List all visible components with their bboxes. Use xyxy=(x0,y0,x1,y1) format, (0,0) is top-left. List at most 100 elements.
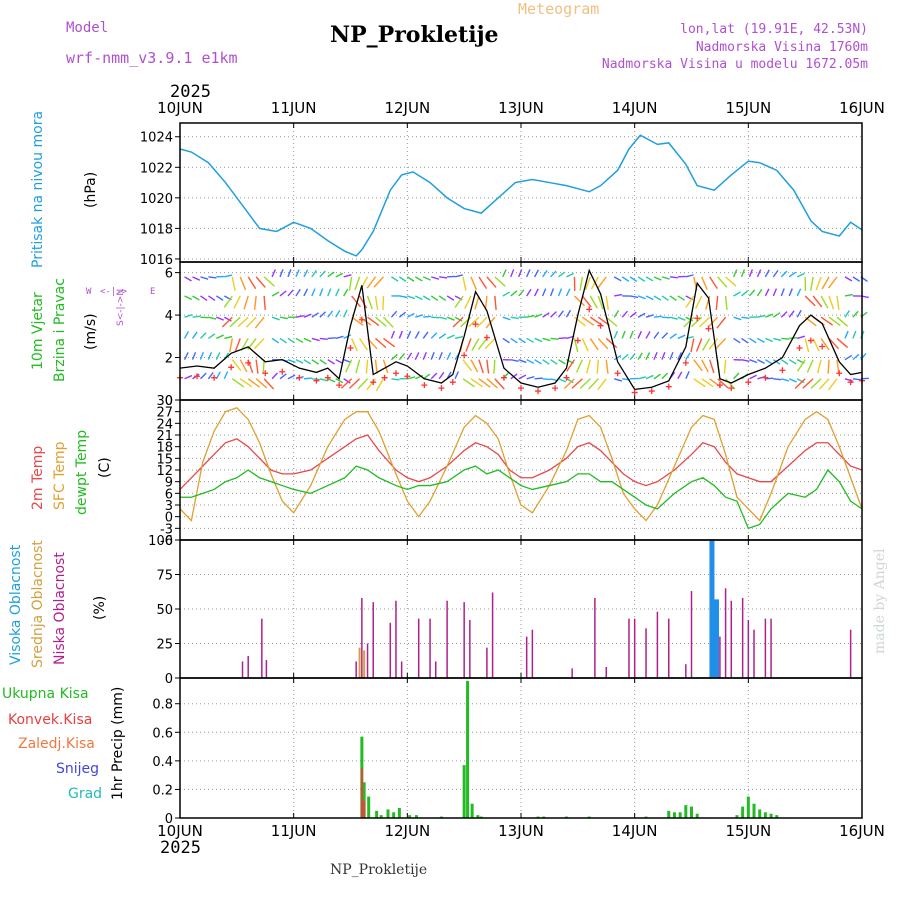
wind-vector xyxy=(192,276,201,281)
wind-vector xyxy=(263,276,275,287)
wind-vector xyxy=(749,374,757,380)
wind-vector xyxy=(354,276,361,291)
wind-vector xyxy=(836,295,840,310)
wind-vector xyxy=(327,378,336,383)
wind-vector xyxy=(772,288,778,297)
y-tick-label: 0.2 xyxy=(152,783,173,798)
wind-vector xyxy=(586,359,592,374)
wind-vector xyxy=(844,330,849,339)
wind-vector xyxy=(373,276,384,288)
wind-vector xyxy=(685,274,694,278)
model-name: wrf-nmm_v3.9.1 e1km xyxy=(66,49,238,67)
wind-vector xyxy=(810,378,822,389)
product-label: Meteogram xyxy=(518,0,600,18)
wind-vector xyxy=(542,269,548,278)
wind-vector xyxy=(723,359,727,374)
wind-vector xyxy=(502,316,511,321)
wind-vector xyxy=(462,378,475,388)
y-tick-label: 4 xyxy=(165,309,173,324)
wind-marker xyxy=(279,368,286,375)
wind-vector xyxy=(510,290,518,297)
wind-vector xyxy=(669,352,674,360)
wind-vector xyxy=(470,359,479,373)
wind-vector xyxy=(303,313,312,318)
wind-vector xyxy=(484,337,496,350)
x-tick-label-top: 11JUN xyxy=(271,99,317,117)
wind-vector xyxy=(693,359,703,372)
wind-vector xyxy=(836,316,849,327)
wind-vector xyxy=(335,309,341,318)
y-tick-label: 18 xyxy=(156,441,173,456)
wind-vector xyxy=(406,312,415,318)
wind-vector xyxy=(579,378,591,389)
wind-vector xyxy=(231,378,245,388)
wind-vector xyxy=(271,372,278,380)
wind-vector xyxy=(407,376,416,380)
y-tick-label: 1022 xyxy=(140,161,173,176)
wind-marker xyxy=(211,374,218,381)
wind-vector xyxy=(438,371,445,380)
wind-marker xyxy=(563,374,570,381)
wind-vector xyxy=(788,378,797,383)
wind-vector xyxy=(669,316,678,320)
wind-vector xyxy=(563,378,575,389)
wind-vector xyxy=(677,334,686,340)
precip-legend-graupel: Grad xyxy=(68,786,103,802)
wind-vector xyxy=(827,378,838,391)
wind-vector xyxy=(366,276,377,289)
wind-vector xyxy=(223,371,229,380)
wind-vector xyxy=(709,359,715,374)
wind-vector xyxy=(462,276,467,291)
wind-vector xyxy=(534,377,543,380)
wind-vector xyxy=(215,352,221,360)
wind-vector xyxy=(757,376,766,380)
precip-legend-total: Ukupna Kisa xyxy=(2,686,89,702)
wind-vector xyxy=(621,330,626,339)
wind-vector xyxy=(343,288,349,297)
wind-vector xyxy=(319,311,327,318)
wind-vector xyxy=(741,337,749,344)
wind-vector xyxy=(653,295,662,301)
wind-vector xyxy=(446,334,455,340)
wind-label-line2: Brzina i Pravac xyxy=(52,278,68,382)
wind-vector xyxy=(637,312,646,318)
wind-vector xyxy=(414,331,420,339)
wind-vector xyxy=(757,337,765,343)
temp-line-2 xyxy=(180,465,863,530)
x-tick-label-top: 15JUN xyxy=(725,99,771,117)
wind-vector xyxy=(287,374,296,380)
wind-vector xyxy=(200,276,209,280)
wind-marker xyxy=(421,382,428,389)
sfc-temp-label: SFC Temp xyxy=(52,441,68,510)
wind-vector xyxy=(191,331,198,339)
wind-marker xyxy=(324,374,331,381)
wind-vector xyxy=(645,331,651,339)
wind-vector xyxy=(588,378,599,390)
wind-vector xyxy=(221,316,233,328)
wind-vector xyxy=(231,359,242,372)
wind-marker xyxy=(597,322,604,329)
wind-vector xyxy=(669,295,677,302)
wind-vector xyxy=(422,295,431,301)
wind-vector xyxy=(844,354,853,361)
wind-vector xyxy=(375,378,385,392)
wind-marker xyxy=(438,385,445,392)
wind-vector xyxy=(542,359,550,365)
wind-vector xyxy=(621,276,630,282)
wind-vector xyxy=(465,338,472,352)
wind-vector xyxy=(518,374,527,380)
wind-vector xyxy=(446,295,455,301)
wind-vector xyxy=(287,289,294,297)
wind-vector xyxy=(216,334,224,340)
cloud-unit: (%) xyxy=(92,595,108,620)
wind-vector xyxy=(629,353,636,361)
y-tick-label: 0.6 xyxy=(152,726,173,741)
temp2m-label: 2m Temp xyxy=(30,445,46,510)
wind-vector xyxy=(773,337,782,342)
wind-vector xyxy=(438,316,448,320)
wind-vector xyxy=(359,338,368,351)
wind-vector xyxy=(621,353,629,361)
wind-vector xyxy=(596,359,599,374)
wind-vector xyxy=(224,316,232,322)
wind-vector xyxy=(685,352,691,361)
